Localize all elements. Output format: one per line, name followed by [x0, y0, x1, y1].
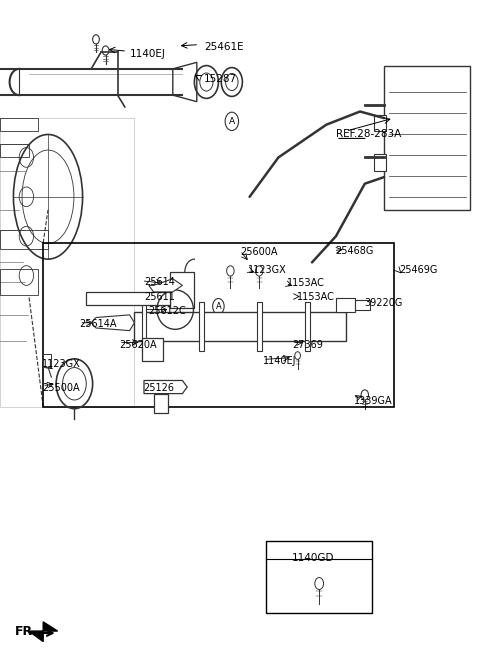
Polygon shape: [305, 302, 310, 351]
Text: 25600A: 25600A: [240, 247, 277, 257]
Polygon shape: [173, 62, 197, 102]
Text: 25614A: 25614A: [79, 319, 117, 329]
Bar: [266, 541, 372, 613]
Bar: [43, 243, 394, 407]
Text: A: A: [229, 117, 235, 126]
Polygon shape: [149, 279, 182, 292]
Polygon shape: [257, 302, 262, 351]
Text: 1140EJ: 1140EJ: [263, 356, 297, 367]
Bar: [0, 230, 48, 249]
Text: 39220G: 39220G: [364, 298, 402, 308]
Polygon shape: [374, 154, 386, 171]
Text: 1339GA: 1339GA: [354, 396, 393, 407]
Text: 25620A: 25620A: [119, 340, 156, 350]
Text: A: A: [216, 302, 221, 311]
Text: 1123GX: 1123GX: [248, 265, 287, 276]
Polygon shape: [144, 380, 187, 394]
Bar: [0, 144, 29, 157]
Text: 1140EJ: 1140EJ: [130, 49, 166, 59]
Polygon shape: [374, 115, 386, 131]
Text: 25126: 25126: [143, 382, 174, 393]
Text: 25461E: 25461E: [204, 42, 244, 52]
Polygon shape: [43, 354, 51, 367]
Polygon shape: [170, 272, 194, 308]
Bar: [0, 118, 38, 131]
Polygon shape: [142, 338, 163, 361]
Text: 25611: 25611: [144, 291, 175, 302]
Polygon shape: [91, 315, 134, 331]
Polygon shape: [355, 300, 370, 310]
Polygon shape: [29, 622, 58, 642]
Text: 1140GD: 1140GD: [292, 552, 335, 563]
Text: 1153AC: 1153AC: [287, 278, 325, 289]
Text: 25614: 25614: [144, 277, 175, 287]
Polygon shape: [154, 394, 168, 413]
Text: 25612C: 25612C: [148, 306, 186, 316]
Text: FR.: FR.: [15, 625, 38, 638]
Text: 1153AC: 1153AC: [297, 291, 335, 302]
Text: 15287: 15287: [204, 73, 237, 84]
Text: 25468G: 25468G: [335, 245, 373, 256]
Bar: [0, 269, 38, 295]
Polygon shape: [134, 312, 346, 341]
Text: 25500A: 25500A: [42, 382, 80, 393]
Polygon shape: [384, 66, 470, 210]
Text: REF.28-283A: REF.28-283A: [336, 129, 401, 140]
Text: 1123GX: 1123GX: [42, 359, 81, 369]
Polygon shape: [199, 302, 204, 351]
Polygon shape: [142, 302, 146, 351]
Text: 27369: 27369: [292, 340, 323, 350]
Text: 25469G: 25469G: [399, 265, 438, 276]
Polygon shape: [86, 292, 170, 305]
Polygon shape: [0, 118, 134, 407]
Polygon shape: [336, 298, 355, 312]
